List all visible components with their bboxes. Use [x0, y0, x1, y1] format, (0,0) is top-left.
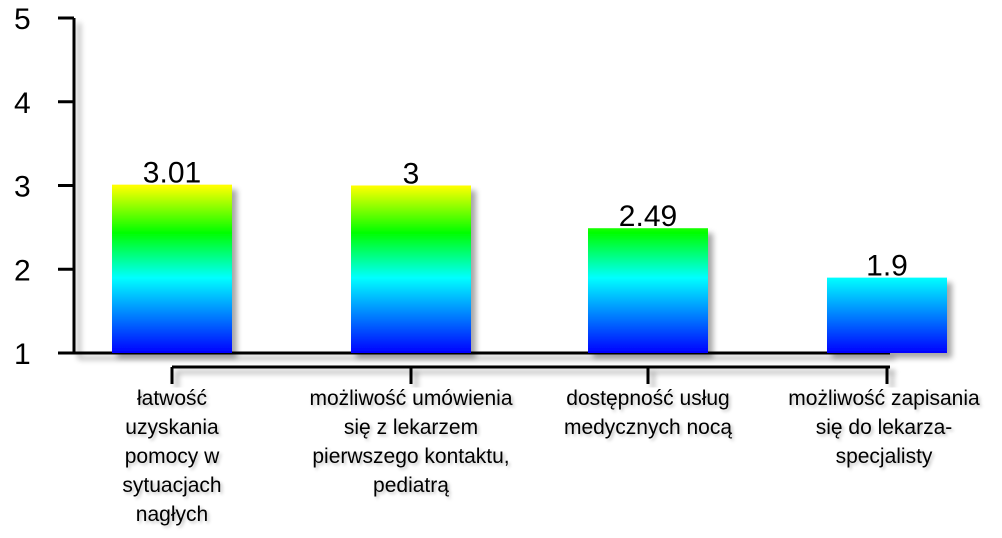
x-category-label: dostępność usług medycznych nocą — [563, 387, 733, 439]
y-tick-label: 2 — [14, 254, 31, 287]
bar-value-label: 3 — [403, 158, 420, 191]
y-tick-label: 3 — [14, 171, 31, 204]
bar — [827, 277, 947, 353]
y-tick-label: 1 — [14, 338, 31, 371]
bar-value-label: 3.01 — [143, 157, 201, 190]
bar — [112, 184, 232, 353]
bar-value-label: 1.9 — [866, 250, 908, 283]
x-category-label: możliwość zapisania się do lekarza-specj… — [788, 387, 980, 468]
y-tick-label: 4 — [14, 87, 31, 120]
bar-value-label: 2.49 — [619, 200, 677, 233]
x-category-label: łatwość uzyskania pomocy w sytuacjach na… — [122, 387, 222, 526]
y-tick-label: 5 — [14, 3, 31, 36]
bar — [351, 185, 471, 353]
x-category-label: możliwość umówienia się z lekarzem pierw… — [309, 387, 513, 497]
bar — [588, 228, 708, 353]
